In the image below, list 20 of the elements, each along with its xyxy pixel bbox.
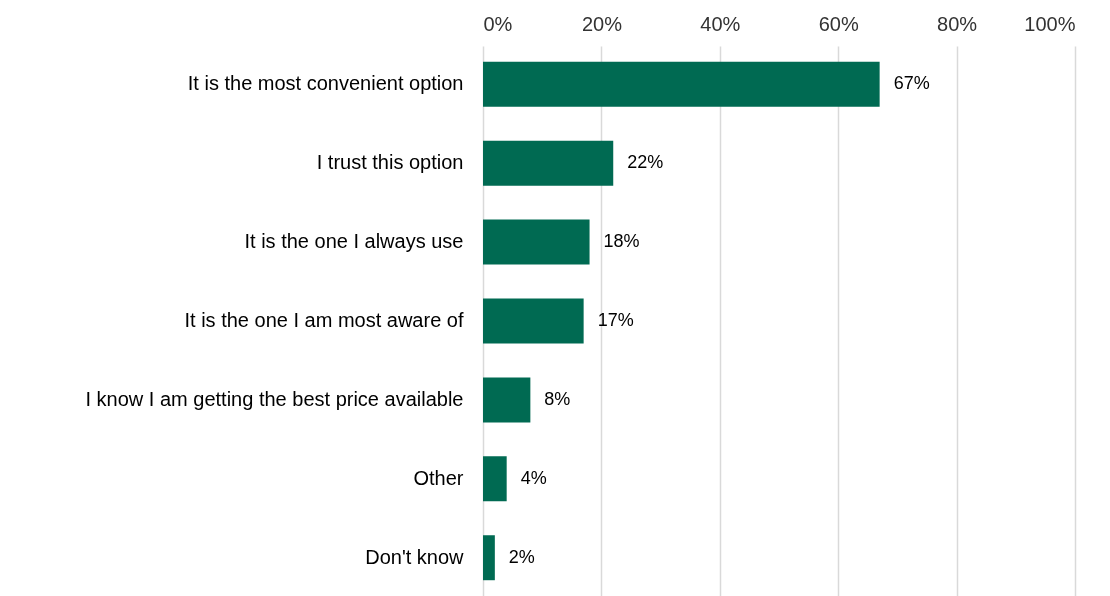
x-tick-label: 20% [581, 12, 623, 35]
data-label: 18% [603, 231, 640, 252]
data-label: 8% [544, 388, 571, 409]
data-label: 17% [597, 310, 634, 330]
data-label: 2% [508, 546, 535, 567]
y-tick-label: It is the most convenient option [187, 72, 464, 95]
data-label: 67% [893, 73, 930, 94]
y-tick-label: Other [413, 466, 464, 489]
data-label: 22% [627, 152, 664, 173]
x-tick-label: 0% [483, 12, 513, 35]
y-tick-label: I know I am getting the best price available [85, 387, 464, 410]
data-label: 4% [520, 467, 547, 488]
x-tick-label: 60% [818, 12, 859, 35]
y-tick-label: Don't know [365, 545, 465, 568]
y-tick-label: I trust this option [316, 151, 464, 174]
x-tick-label: 80% [937, 12, 978, 35]
y-tick-label: It is the one I always use [244, 230, 464, 253]
x-tick-label: 100% [1024, 12, 1076, 35]
y-tick-label: It is the one I am most aware of [184, 309, 464, 331]
x-tick-label: 40% [700, 12, 741, 35]
